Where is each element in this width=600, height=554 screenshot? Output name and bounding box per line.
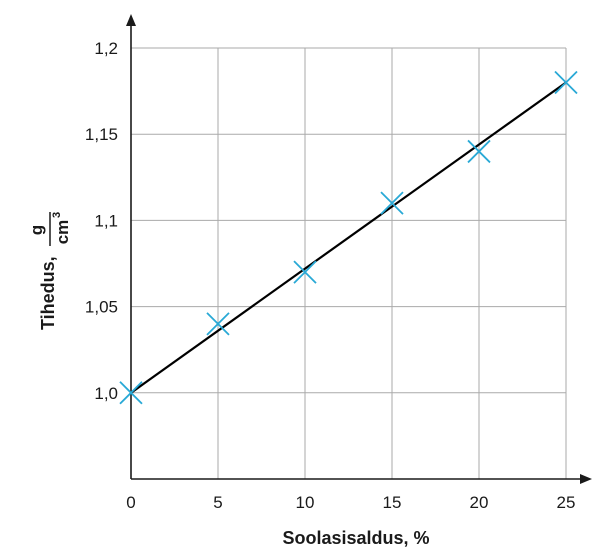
y-tick-label: 1,15 <box>85 125 118 144</box>
y-unit-exponent: 3 <box>51 212 63 218</box>
x-tick-label: 0 <box>126 493 135 512</box>
x-tick-label: 25 <box>557 493 576 512</box>
grid <box>131 47 567 479</box>
data-point-cross-5 <box>554 70 578 95</box>
data-point-cross-0 <box>119 381 143 405</box>
y-tick-label: 1,1 <box>94 211 118 230</box>
trendline <box>130 81 567 394</box>
data-point-cross-3 <box>380 191 404 215</box>
data-point-cross-4 <box>467 139 491 164</box>
y-unit-denominator: cm <box>53 220 72 245</box>
y-tick-label: 1,2 <box>94 39 118 58</box>
x-tick-label: 20 <box>470 493 489 512</box>
x-tick-label: 10 <box>296 493 315 512</box>
x-tick-label: 5 <box>213 493 222 512</box>
y-axis-title: Tihedus, <box>38 256 58 330</box>
data-points <box>119 70 578 405</box>
y-tick-label: 1,0 <box>94 384 118 403</box>
y-axis-title-group: Tihedus, g cm 3 <box>27 212 72 330</box>
trendline-layer <box>130 81 567 394</box>
data-point-cross-1 <box>206 312 230 336</box>
tick-labels: 0 5 10 15 20 25 1,0 1,05 1,1 1,15 1,2 <box>85 39 576 512</box>
y-unit-numerator: g <box>27 225 46 235</box>
x-tick-label: 15 <box>383 493 402 512</box>
y-axis-arrow <box>126 14 136 26</box>
y-tick-label: 1,05 <box>85 298 118 317</box>
axes <box>126 14 592 484</box>
data-point-cross-2 <box>293 260 317 284</box>
x-axis-title: Soolasisaldus, % <box>282 528 429 548</box>
x-axis-arrow <box>580 474 592 484</box>
